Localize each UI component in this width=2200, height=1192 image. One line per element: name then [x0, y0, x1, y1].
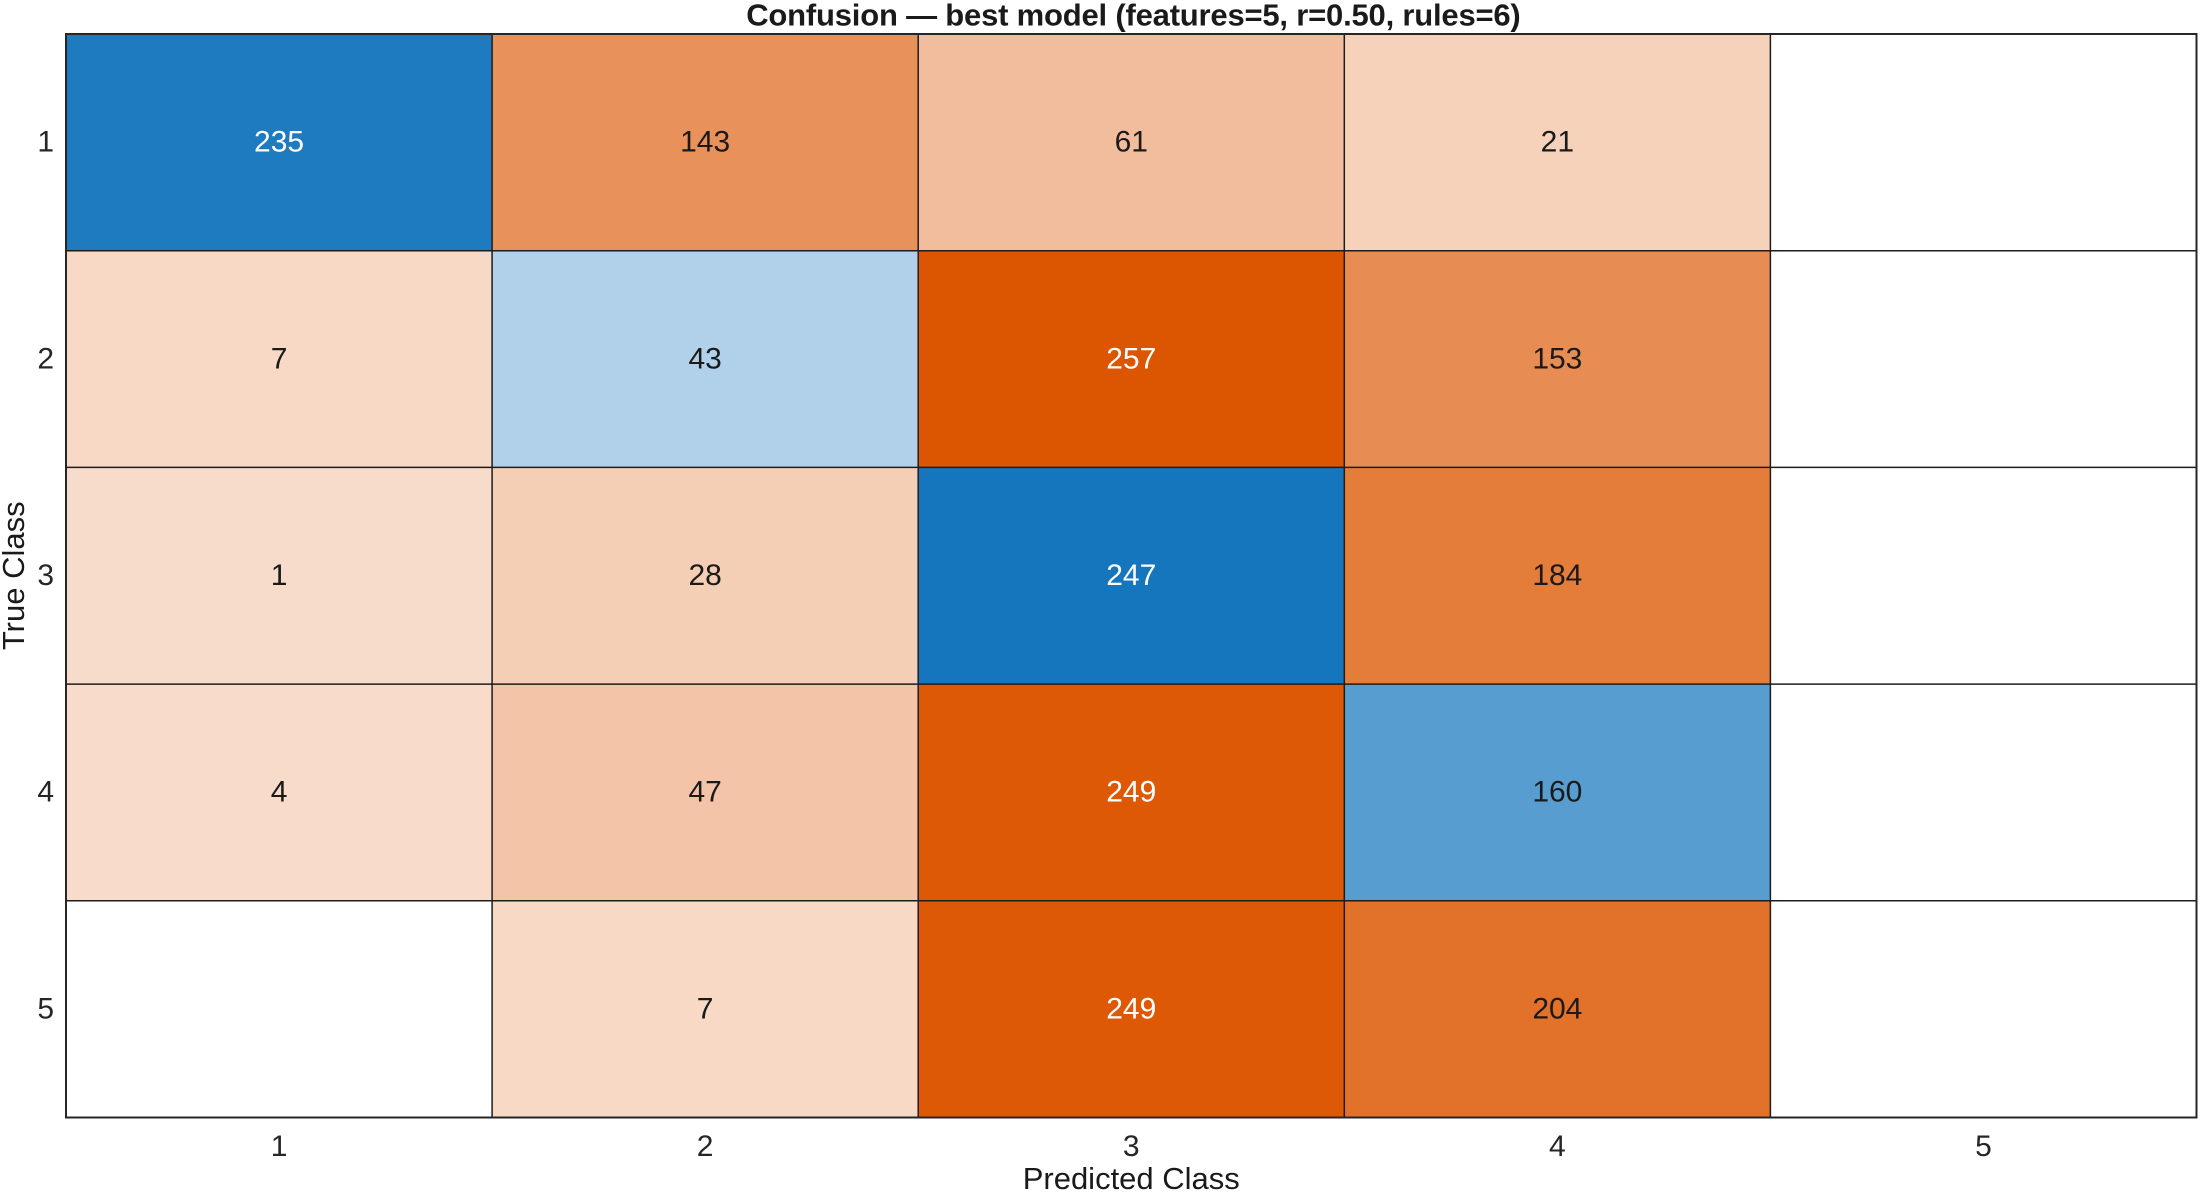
svg-text:Confusion — best model (featur: Confusion — best model (features=5, r=0.…: [746, 0, 1520, 32]
svg-text:257: 257: [1106, 342, 1156, 375]
svg-text:4: 4: [271, 776, 288, 809]
svg-text:21: 21: [1541, 126, 1574, 159]
svg-text:True Class: True Class: [0, 501, 31, 650]
svg-text:2: 2: [37, 342, 54, 375]
svg-text:1: 1: [271, 1130, 288, 1163]
svg-text:3: 3: [37, 559, 54, 592]
svg-text:4: 4: [1549, 1130, 1566, 1163]
svg-text:247: 247: [1106, 559, 1156, 592]
svg-text:160: 160: [1532, 776, 1582, 809]
svg-text:3: 3: [1123, 1130, 1140, 1163]
svg-text:7: 7: [697, 992, 714, 1025]
svg-text:47: 47: [688, 776, 721, 809]
svg-text:43: 43: [688, 342, 721, 375]
svg-text:1: 1: [37, 126, 54, 159]
svg-text:249: 249: [1106, 776, 1156, 809]
svg-text:2: 2: [697, 1130, 714, 1163]
svg-text:7: 7: [271, 342, 288, 375]
svg-text:5: 5: [37, 992, 54, 1025]
svg-text:Predicted Class: Predicted Class: [1023, 1161, 1240, 1192]
svg-text:61: 61: [1115, 126, 1148, 159]
svg-text:4: 4: [37, 776, 54, 809]
svg-text:249: 249: [1106, 992, 1156, 1025]
svg-text:28: 28: [688, 559, 721, 592]
svg-text:153: 153: [1532, 342, 1582, 375]
svg-text:184: 184: [1532, 559, 1582, 592]
svg-text:5: 5: [1975, 1130, 1992, 1163]
svg-text:204: 204: [1532, 992, 1582, 1025]
svg-text:143: 143: [680, 126, 730, 159]
svg-text:1: 1: [271, 559, 288, 592]
svg-text:235: 235: [254, 126, 304, 159]
